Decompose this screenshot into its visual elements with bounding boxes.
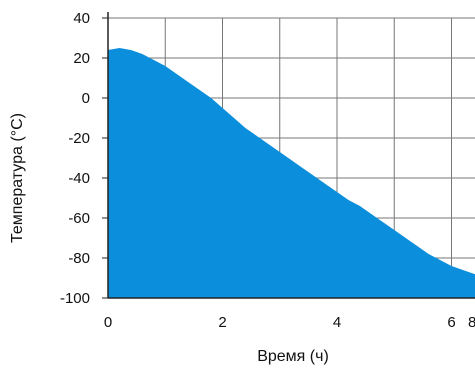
x-tick-label-0: 0 — [104, 314, 112, 331]
x-tick-label-1: 2 — [218, 314, 226, 331]
x-tick-label-3: 6 — [447, 314, 455, 331]
y-tick-label-5: -60 — [68, 210, 90, 227]
axes — [102, 12, 475, 299]
y-tick-label-6: -80 — [68, 250, 90, 267]
x-tick-label-4: 8 — [468, 314, 475, 331]
temperature-area — [108, 48, 475, 298]
data-area-layer — [108, 48, 475, 298]
y-tick-label-4: -40 — [68, 170, 90, 187]
x-tick-label-2: 4 — [333, 314, 341, 331]
x-axis-label: Время (ч) — [257, 348, 329, 365]
y-tick-label-2: 0 — [82, 90, 90, 107]
y-tick-label-0: 40 — [73, 10, 90, 27]
y-axis-label: Температура (°C) — [9, 113, 26, 243]
y-tick-label-7: -100 — [60, 290, 90, 307]
y-tick-labels: 40 20 0 -20 -40 -60 -80 -100 — [60, 10, 90, 307]
y-tick-label-3: -20 — [68, 130, 90, 147]
y-tick-label-1: 20 — [73, 50, 90, 67]
